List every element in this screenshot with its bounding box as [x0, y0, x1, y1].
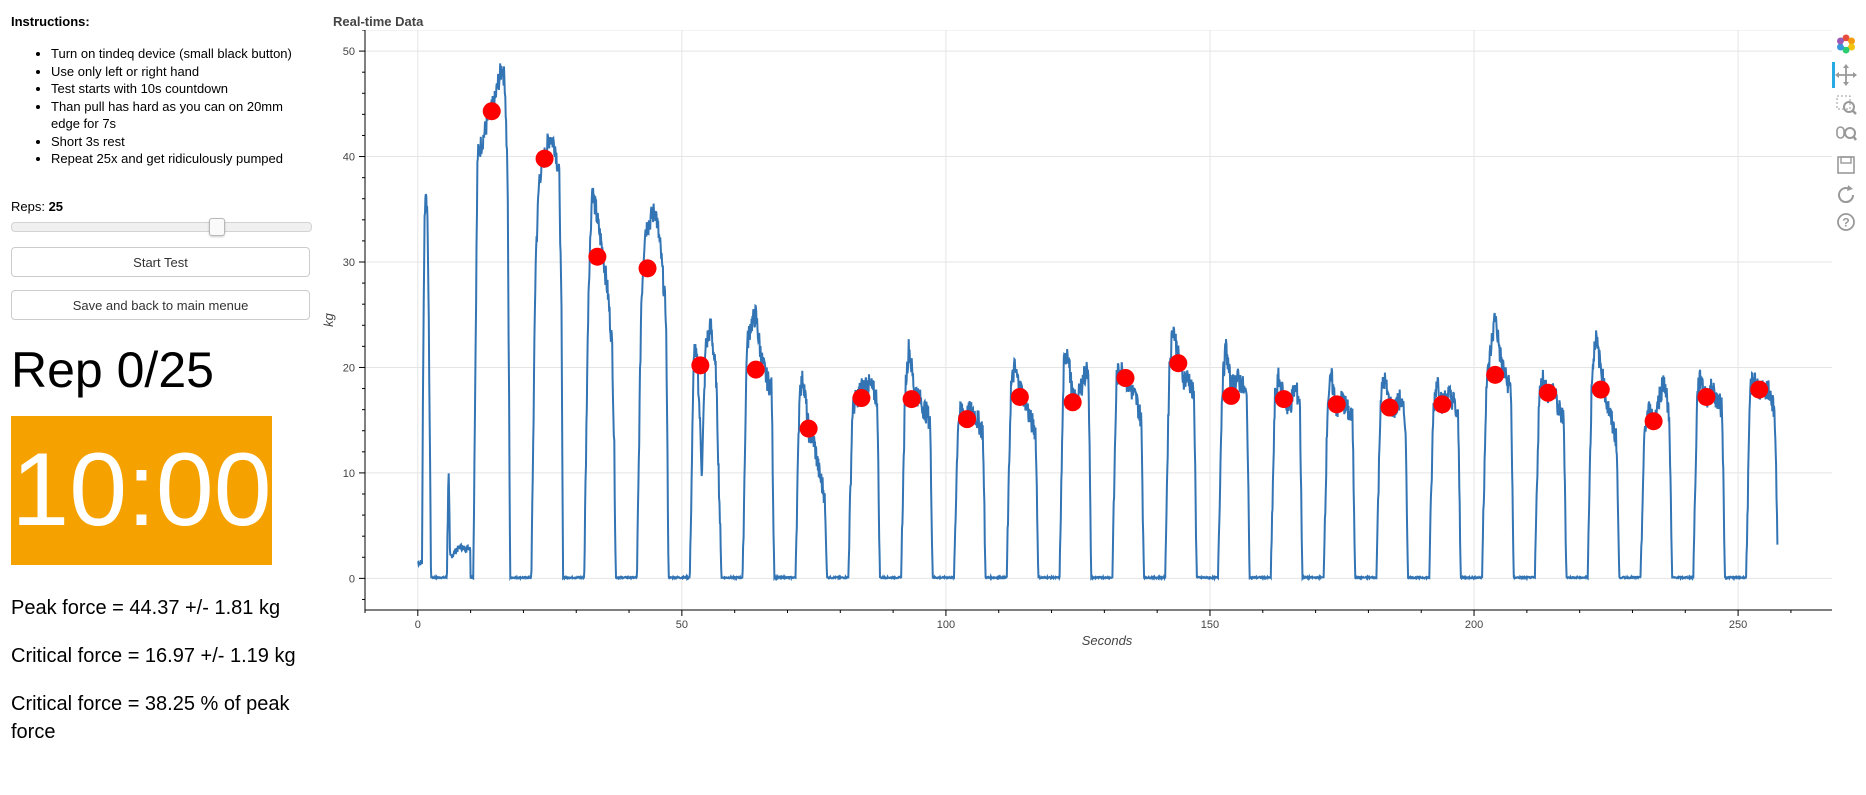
peak-marker	[1222, 386, 1241, 405]
instruction-item: Short 3s rest	[51, 133, 301, 151]
reset-icon[interactable]	[1834, 183, 1858, 207]
countdown-timer: 10:00	[11, 416, 272, 565]
slider-track[interactable]	[11, 222, 312, 232]
y-tick-label: 20	[343, 362, 355, 374]
force-line	[417, 63, 1779, 582]
x-tick-label: 0	[415, 619, 421, 631]
y-tick-label: 10	[343, 468, 355, 480]
critical-force-stat: Critical force = 16.97 +/- 1.19 kg	[11, 645, 296, 667]
y-tick-label: 50	[343, 46, 355, 58]
wheel-zoom-icon[interactable]	[1834, 123, 1858, 147]
instructions-title: Instructions:	[11, 14, 90, 29]
x-tick-label: 250	[1729, 619, 1747, 631]
peak-marker	[1591, 380, 1610, 399]
peak-marker	[1169, 354, 1188, 373]
peak-marker	[1010, 387, 1029, 406]
peak-marker	[1433, 395, 1452, 414]
active-tool-indicator	[1832, 62, 1835, 88]
instruction-item: Than pull has hard as you can on 20mm ed…	[51, 98, 301, 133]
peak-marker	[691, 356, 710, 375]
peak-marker	[852, 389, 871, 408]
plot-axes: 0 50 100 150 200 250 0 10 20 30 40 50	[343, 30, 1832, 631]
y-axis-label: kg	[321, 312, 336, 327]
peak-marker	[1327, 395, 1346, 414]
y-tick-label: 30	[343, 257, 355, 269]
reps-slider[interactable]	[11, 218, 312, 236]
peak-marker	[638, 259, 657, 278]
save-and-back-button[interactable]: Save and back to main menue	[11, 290, 310, 320]
x-tick-label: 50	[676, 619, 688, 631]
help-icon[interactable]: ?	[1834, 210, 1858, 234]
peak-markers	[482, 102, 1769, 438]
critical-force-percent-stat: Critical force = 38.25 % of peak force	[11, 693, 290, 743]
pan-icon[interactable]	[1834, 63, 1858, 87]
peak-marker	[1538, 383, 1557, 402]
peak-marker	[1486, 365, 1505, 384]
rep-counter: Rep 0/25	[11, 342, 214, 398]
peak-force-stat: Peak force = 44.37 +/- 1.81 kg	[11, 597, 281, 619]
instruction-item: Repeat 25x and get ridiculously pumped	[51, 150, 301, 168]
y-tick-label: 0	[349, 573, 355, 585]
plot-toolbar: ?	[1832, 30, 1862, 240]
instructions-list: Turn on tindeq device (small black butto…	[11, 45, 301, 168]
x-tick-label: 150	[1201, 619, 1219, 631]
peak-marker	[902, 390, 921, 409]
bokeh-logo-icon[interactable]	[1834, 32, 1858, 56]
peak-marker	[482, 102, 501, 121]
reps-label-text: Reps:	[11, 199, 49, 214]
x-axis-label: Seconds	[1082, 633, 1133, 648]
peak-marker	[1116, 369, 1135, 387]
peak-marker	[958, 410, 977, 429]
peak-marker	[535, 149, 554, 168]
peak-marker	[1644, 412, 1663, 431]
svg-text:?: ?	[1842, 216, 1849, 230]
instruction-item: Turn on tindeq device (small black butto…	[51, 45, 301, 63]
real-time-plot[interactable]: 0 50 100 150 200 250 0 10 20 30 40 50 Seconds kg	[310, 30, 1832, 795]
peak-marker	[799, 419, 818, 438]
peak-marker	[1380, 398, 1399, 417]
peak-marker	[1274, 390, 1293, 409]
reps-label: Reps: 25	[11, 199, 63, 214]
x-tick-label: 200	[1465, 619, 1483, 631]
x-tick-label: 100	[937, 619, 955, 631]
plot-title: Real-time Data	[333, 14, 424, 29]
instruction-item: Use only left or right hand	[51, 63, 301, 81]
instruction-item: Test starts with 10s countdown	[51, 80, 301, 98]
peak-marker	[588, 247, 607, 266]
peak-marker	[1063, 393, 1082, 412]
reps-value: 25	[48, 199, 64, 214]
peak-marker	[1750, 380, 1769, 399]
start-test-button[interactable]: Start Test	[11, 247, 310, 277]
sidebar: Instructions: Turn on tindeq device (sma…	[0, 0, 330, 795]
save-icon[interactable]	[1834, 153, 1858, 177]
box-zoom-icon[interactable]	[1834, 93, 1858, 117]
peak-marker	[746, 360, 765, 379]
slider-handle[interactable]	[208, 218, 225, 236]
y-tick-label: 40	[343, 152, 355, 164]
peak-marker	[1697, 387, 1716, 406]
